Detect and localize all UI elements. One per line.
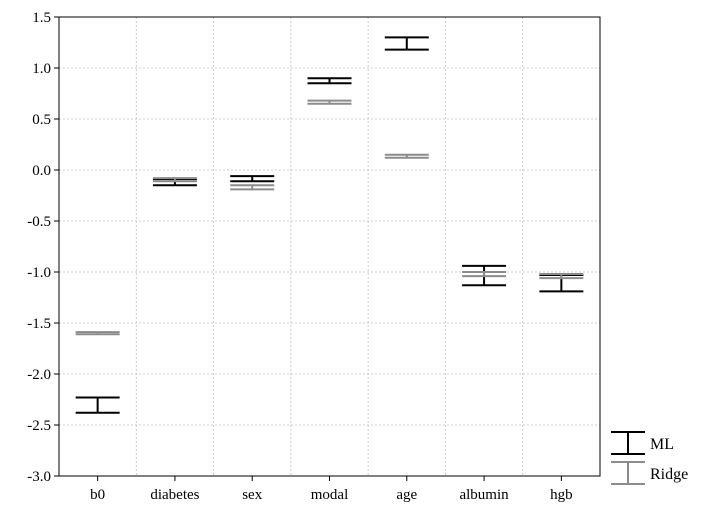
x-tick-label: albumin: [459, 487, 509, 503]
error-bar-ridge: [384, 153, 429, 159]
y-tick-label: -1.5: [27, 316, 51, 332]
y-tick-labels: 1.5 1.0 0.5 0.0 -0.5 -1.0 -1.5 -2.0 -2.5 -3.0: [27, 10, 51, 485]
legend: ML Ridge: [611, 431, 688, 485]
error-bar-ridge: [152, 177, 197, 183]
legend-label: ML: [650, 436, 674, 453]
y-tick-label: 0.5: [32, 112, 51, 128]
x-tick-label: modal: [311, 487, 349, 503]
y-tick-label: -2.0: [27, 367, 51, 383]
error-bar-ridge: [75, 331, 120, 336]
y-tick-label: -1.0: [27, 265, 51, 281]
plot-frame: [58, 16, 601, 477]
y-tick-label: 1.5: [32, 10, 51, 26]
legend-label: Ridge: [650, 466, 688, 483]
legend-item-ml: ML: [611, 431, 674, 455]
y-tick-label: -2.5: [27, 418, 51, 434]
x-tick-labels: b0 diabetes sex modal age albumin hgb: [90, 487, 572, 503]
y-tick-label: 1.0: [32, 61, 51, 77]
error-bar-ml: [230, 175, 275, 183]
grid-lines: [54, 16, 600, 481]
error-bar-ml: [75, 396, 120, 414]
error-bar-ml: [384, 36, 429, 51]
legend-item-ridge: Ridge: [611, 461, 688, 485]
error-bar-ridge: [462, 271, 507, 278]
x-tick-label: hgb: [550, 487, 573, 503]
error-bar-ridge: [230, 184, 275, 191]
y-tick-label: -0.5: [27, 214, 51, 230]
x-tick-label: diabetes: [150, 487, 199, 503]
y-tick-label: 0.0: [32, 163, 51, 179]
y-tick-label: -3.0: [27, 469, 51, 485]
error-bar-ridge: [539, 273, 584, 280]
error-bar-ridge: [307, 99, 352, 105]
x-tick-label: b0: [90, 487, 105, 503]
error-bar-ml: [307, 77, 352, 85]
x-tick-label: sex: [242, 487, 262, 503]
x-tick-label: age: [396, 487, 417, 503]
error-bars: [75, 36, 584, 414]
